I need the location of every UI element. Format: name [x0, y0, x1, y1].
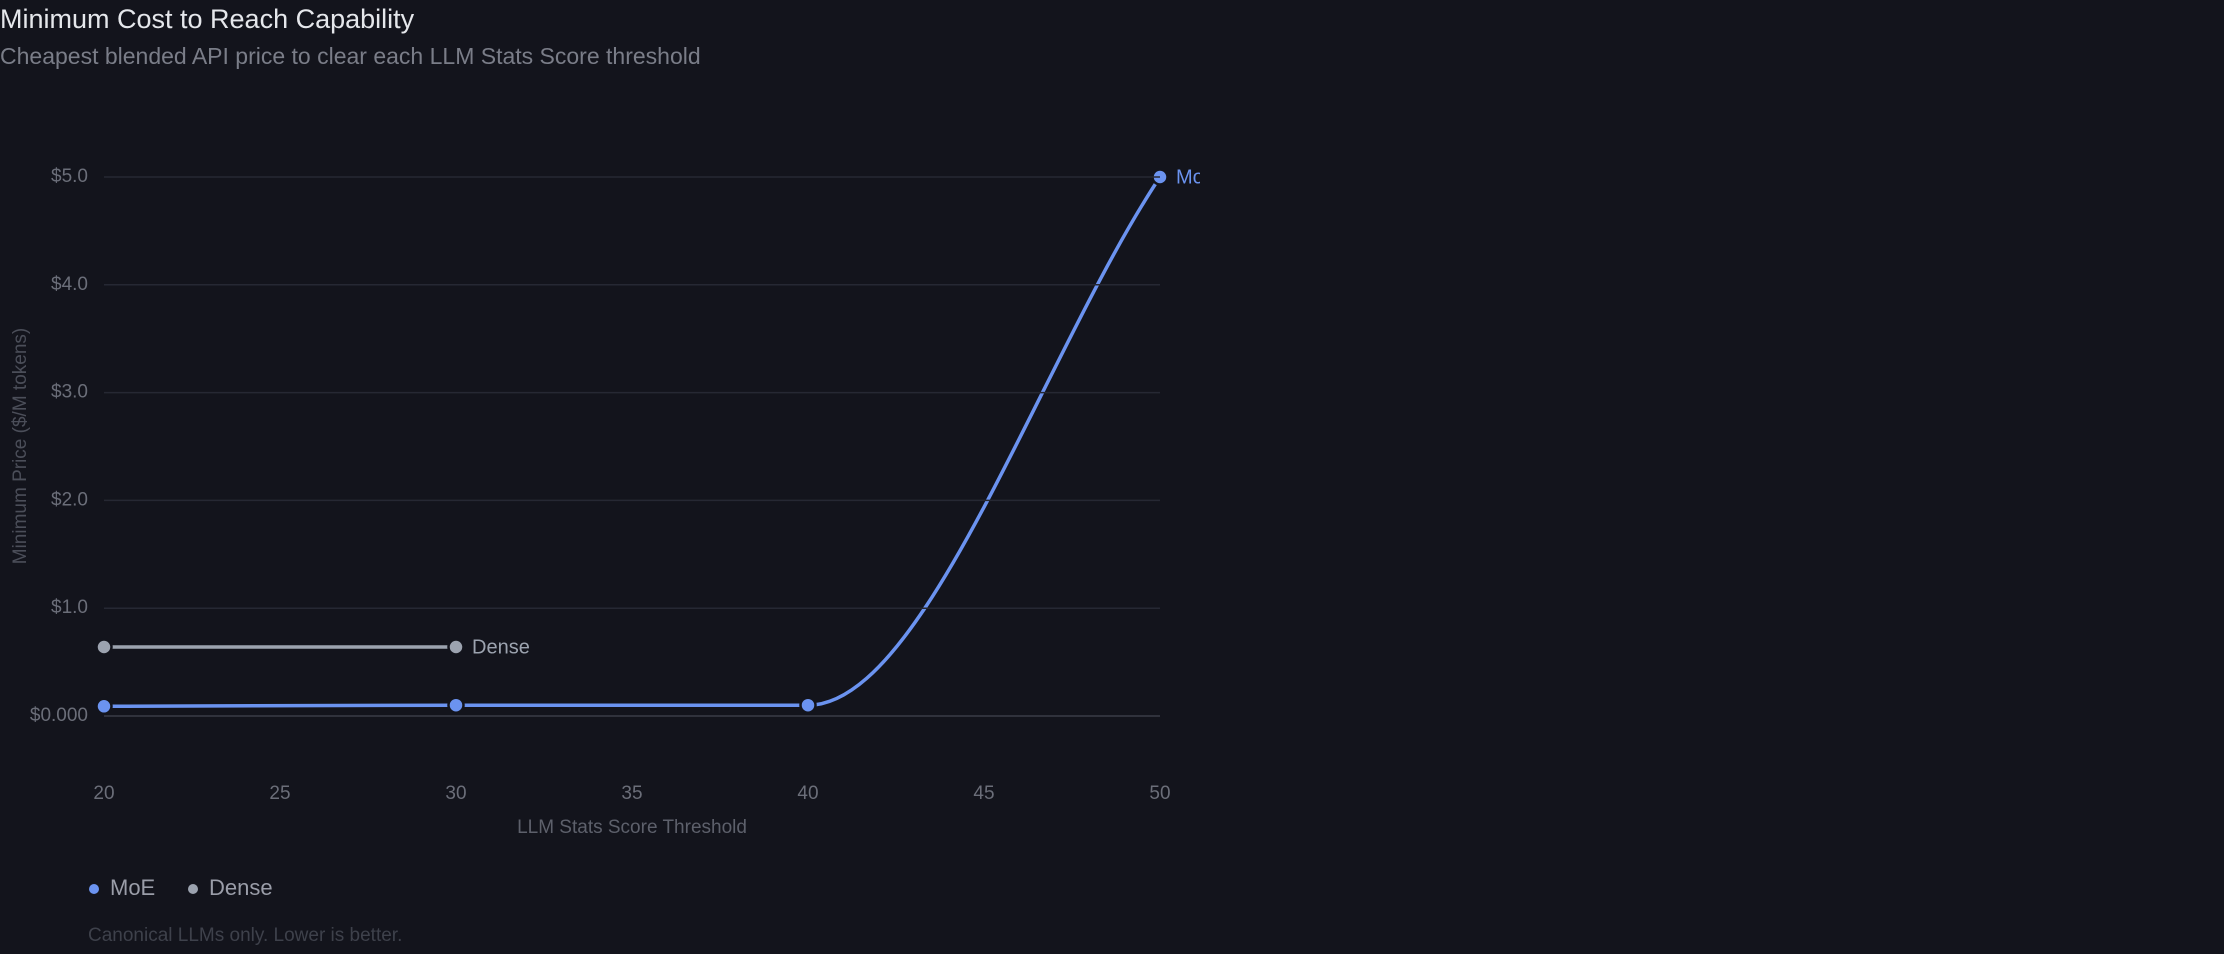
legend-marker [188, 884, 198, 894]
y-tick-label: $2.0 [51, 489, 88, 510]
y-tick-label: $5.0 [51, 166, 88, 187]
end-label: Dense [472, 636, 530, 658]
x-tick-label: 40 [797, 783, 818, 804]
x-tick-label: 35 [621, 783, 642, 804]
data-point [447, 638, 465, 656]
data-point [447, 696, 465, 714]
data-point [95, 697, 113, 716]
plot-area: MoE Dense [95, 166, 1217, 716]
x-tick-label: 20 [93, 783, 114, 804]
end-label: MoE [1176, 166, 1217, 188]
legend-label: Dense [209, 875, 273, 900]
x-tick-label: 45 [973, 783, 994, 804]
legend-label: MoE [110, 875, 155, 900]
chart-subtitle: Cheapest blended API price to clear each… [0, 43, 701, 69]
data-point [799, 696, 817, 714]
x-tick-label: 25 [269, 783, 290, 804]
x-tick-label: 50 [1149, 783, 1170, 804]
legend-marker [89, 884, 99, 894]
y-tick-label: $1.0 [51, 597, 88, 618]
x-axis-label: LLM Stats Score Threshold [517, 817, 747, 838]
data-point [95, 638, 113, 656]
y-tick-label: $3.0 [51, 382, 88, 403]
y-tick-label: $4.0 [51, 274, 88, 295]
x-tick-label: 30 [445, 783, 466, 804]
y-axis-label: Minimum Price ($/M tokens) [10, 328, 31, 565]
series-line [103, 176, 1162, 709]
footnote: Canonical LLMs only. Lower is better. [88, 925, 402, 946]
y-tick-label: $0.000 [30, 705, 88, 726]
chart-title: Minimum Cost to Reach Capability [0, 4, 415, 34]
